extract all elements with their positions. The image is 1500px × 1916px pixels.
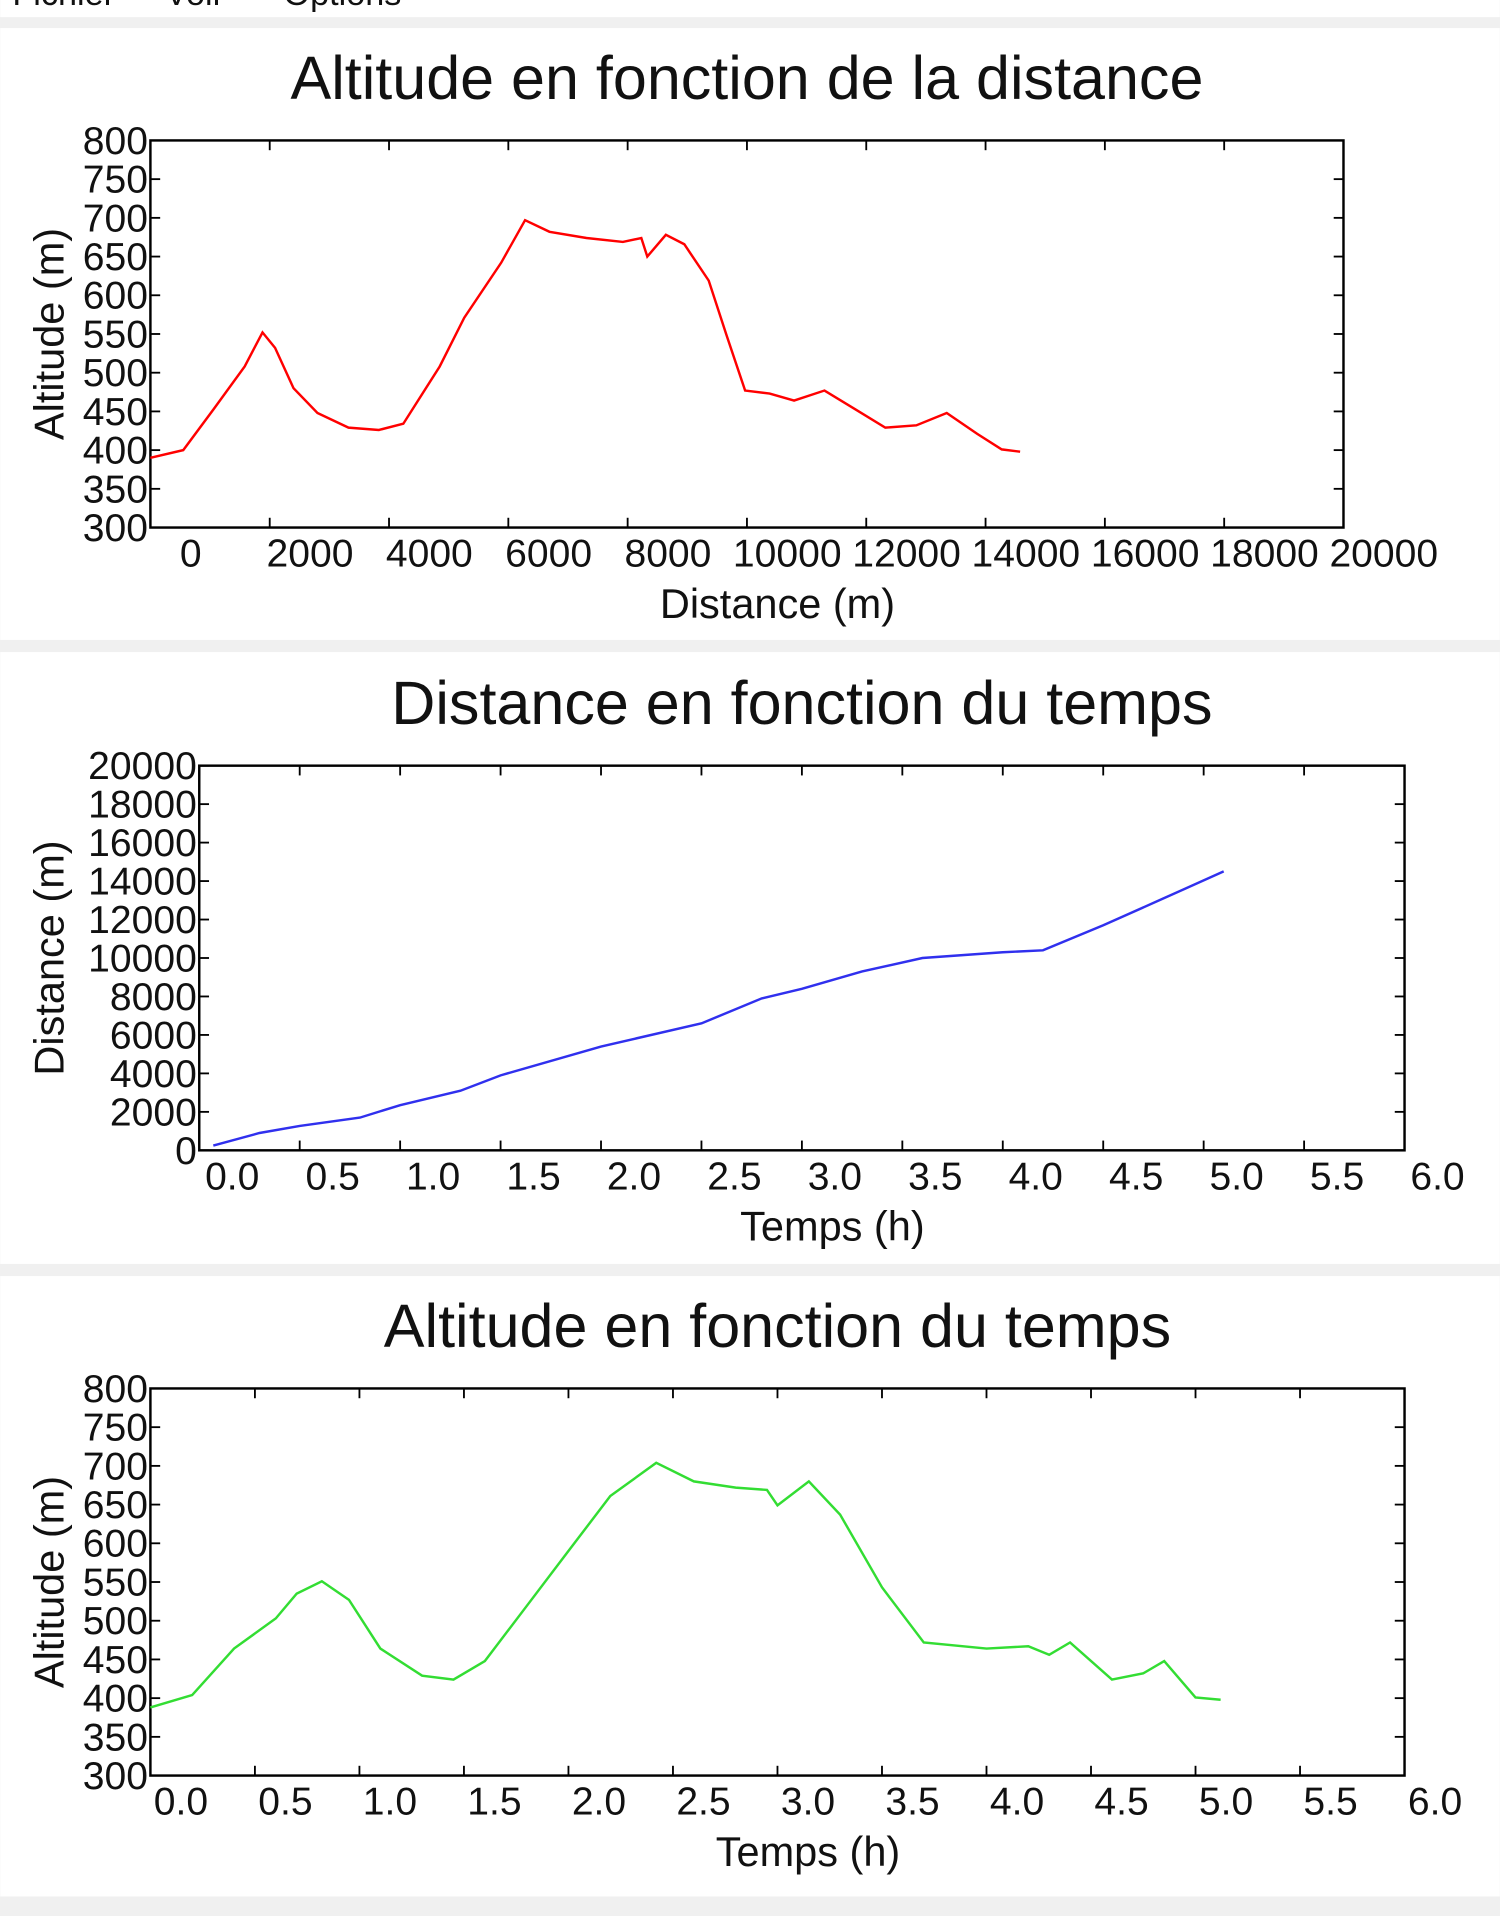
- y-tick-label: 800: [83, 1368, 148, 1411]
- y-tick-label: 12000: [88, 899, 197, 942]
- y-tick-label: 450: [83, 391, 148, 434]
- y-tick-label: 14000: [88, 860, 197, 903]
- y-tick-label: 10000: [88, 937, 197, 980]
- y-tick-label: 8000: [110, 976, 197, 1019]
- x-tick-label: 3.0: [808, 1155, 862, 1198]
- y-tick-label: 800: [83, 120, 148, 163]
- y-tick-label: 300: [83, 1755, 148, 1798]
- y-tick-label: 2000: [110, 1091, 197, 1134]
- x-tick-label: 1.5: [506, 1155, 560, 1198]
- y-tick-label: 700: [83, 197, 148, 240]
- x-tick-label: 20000: [1329, 533, 1438, 576]
- x-tick-label: 4.5: [1109, 1155, 1163, 1198]
- y-tick-label: 500: [83, 1600, 148, 1643]
- x-tick-label: 3.5: [885, 1781, 939, 1824]
- y-tick-label: 750: [83, 159, 148, 202]
- x-tick-label: 4.5: [1094, 1781, 1148, 1824]
- y-tick-label: 450: [83, 1639, 148, 1682]
- x-tick-label: 2.5: [707, 1155, 761, 1198]
- x-tick-label: 16000: [1091, 533, 1200, 576]
- x-tick-label: 12000: [852, 533, 961, 576]
- x-tick-label: 6.0: [1408, 1781, 1462, 1824]
- y-tick-label: 400: [83, 430, 148, 473]
- x-tick-label: 0.5: [306, 1155, 360, 1198]
- menu-item[interactable]: Fichier: [12, 0, 115, 13]
- x-tick-label: 8000: [624, 533, 711, 576]
- chart-title: Altitude en fonction de la distance: [290, 44, 1203, 112]
- x-tick-label: 10000: [733, 533, 842, 576]
- x-tick-label: 0.0: [205, 1155, 259, 1198]
- y-tick-label: 6000: [110, 1014, 197, 1057]
- y-tick-label: 600: [83, 1523, 148, 1566]
- y-tick-label: 18000: [88, 784, 197, 827]
- chart-title: Distance en fonction du temps: [391, 669, 1212, 737]
- y-tick-label: 750: [83, 1407, 148, 1450]
- x-tick-label: 1.0: [363, 1781, 417, 1824]
- y-axis-label: Altitude (m): [26, 228, 73, 440]
- x-tick-label: 5.0: [1199, 1781, 1253, 1824]
- x-tick-label: 5.5: [1310, 1155, 1364, 1198]
- y-tick-label: 0: [175, 1130, 197, 1173]
- x-tick-label: 2.0: [607, 1155, 661, 1198]
- x-tick-label: 0.0: [154, 1781, 208, 1824]
- y-tick-label: 4000: [110, 1053, 197, 1096]
- y-tick-label: 300: [83, 507, 148, 550]
- y-tick-label: 350: [83, 468, 148, 511]
- x-tick-label: 1.5: [467, 1781, 521, 1824]
- x-axis-label: Temps (h): [740, 1203, 924, 1250]
- data-line: [212, 870, 1225, 1147]
- x-tick-label: 0.5: [258, 1781, 312, 1824]
- chart-title: Altitude en fonction du temps: [384, 1292, 1171, 1360]
- y-tick-label: 650: [83, 1484, 148, 1527]
- x-tick-label: 2.5: [676, 1781, 730, 1824]
- x-tick-label: 3.5: [908, 1155, 962, 1198]
- x-tick-label: 5.0: [1209, 1155, 1263, 1198]
- y-tick-label: 550: [83, 1561, 148, 1604]
- x-tick-label: 0: [180, 533, 202, 576]
- x-tick-label: 4.0: [990, 1781, 1044, 1824]
- x-tick-label: 2.0: [572, 1781, 626, 1824]
- x-tick-label: 6.0: [1410, 1155, 1464, 1198]
- plot-frame: [149, 139, 1345, 529]
- y-axis-label: Distance (m): [26, 840, 73, 1075]
- x-axis-label: Distance (m): [660, 580, 895, 627]
- y-tick-label: 500: [83, 352, 148, 395]
- y-tick-label: 350: [83, 1716, 148, 1759]
- x-tick-label: 2000: [267, 533, 354, 576]
- plot-frame: [198, 764, 1406, 1152]
- y-axis-label: Altitude (m): [26, 1476, 73, 1688]
- x-axis-label: Temps (h): [716, 1828, 900, 1875]
- menu-item[interactable]: Options: [284, 0, 402, 13]
- x-tick-label: 1.0: [406, 1155, 460, 1198]
- plot-frame: [149, 1387, 1406, 1777]
- x-tick-label: 4000: [386, 533, 473, 576]
- y-tick-label: 600: [83, 275, 148, 318]
- x-tick-label: 5.5: [1303, 1781, 1357, 1824]
- menu-item[interactable]: Voir: [165, 0, 224, 13]
- data-line: [150, 218, 1021, 460]
- y-tick-label: 550: [83, 313, 148, 356]
- y-tick-label: 400: [83, 1678, 148, 1721]
- data-line: [150, 1461, 1221, 1709]
- x-tick-label: 6000: [505, 533, 592, 576]
- y-tick-label: 700: [83, 1445, 148, 1488]
- x-tick-label: 4.0: [1009, 1155, 1063, 1198]
- y-tick-label: 16000: [88, 822, 197, 865]
- x-tick-label: 3.0: [781, 1781, 835, 1824]
- y-tick-label: 650: [83, 236, 148, 279]
- x-tick-label: 18000: [1210, 533, 1319, 576]
- menu-bar: [0, 0, 1500, 18]
- y-tick-label: 20000: [88, 745, 197, 788]
- x-tick-label: 14000: [972, 533, 1081, 576]
